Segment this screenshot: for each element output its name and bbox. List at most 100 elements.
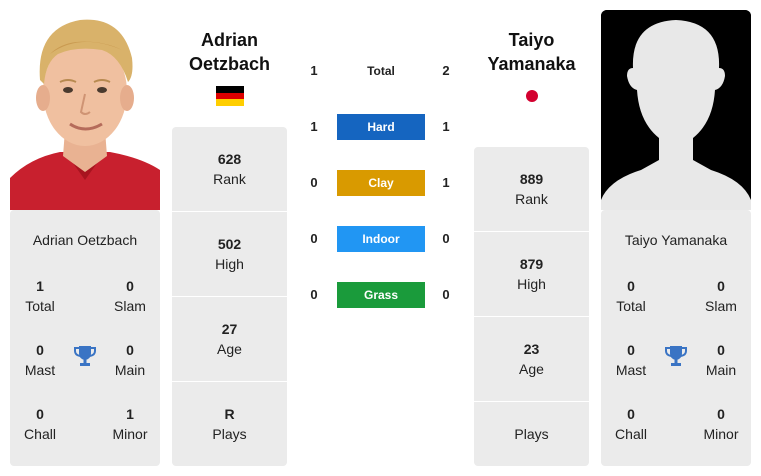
player-silhouette-icon: [601, 10, 751, 210]
h2h-clay-p1: 0: [310, 175, 318, 190]
trophy-icon: [665, 346, 687, 366]
player1-plays: R Plays: [172, 404, 287, 444]
player1-photo[interactable]: [10, 10, 160, 210]
player2-rank-value: 889: [519, 171, 544, 187]
player1-high-label: High: [215, 256, 244, 272]
player2-high-value: 879: [519, 256, 544, 272]
player2-slam-label: Slam: [705, 298, 737, 314]
player2-total-value: 0: [627, 278, 635, 294]
h2h-grass-p2: 0: [442, 287, 450, 302]
divider: [172, 296, 287, 297]
player1-rank-label: Rank: [213, 171, 246, 187]
divider: [474, 316, 589, 317]
player2-high: 879 High: [474, 254, 589, 294]
h2h-clay-row: 0 Clay 1: [300, 170, 460, 196]
h2h-total-row: 1 Total 2: [300, 58, 460, 84]
player2-stats-column: 889 Rank 879 High 23 Age Plays: [474, 147, 589, 466]
player1-titles-slam: 0 Slam: [100, 276, 160, 316]
h2h-grass-p1: 0: [310, 287, 318, 302]
player1-high-value: 502: [217, 236, 242, 252]
h2h-hard-p2: 1: [442, 119, 450, 134]
player1-total-value: 1: [36, 278, 44, 294]
surface-grass-button[interactable]: Grass: [337, 282, 425, 308]
player2-last-name: Yamanaka: [487, 54, 576, 74]
divider: [172, 211, 287, 212]
player2-card-name[interactable]: Taiyo Yamanaka: [624, 232, 728, 248]
player2-slam-value: 0: [717, 278, 725, 294]
player1-main-label: Main: [114, 362, 146, 378]
player1-age-label: Age: [217, 341, 242, 357]
player1-age-value: 27: [221, 321, 238, 337]
player1-plays-label: Plays: [212, 426, 247, 442]
player2-titles-total: 0 Total: [601, 276, 661, 316]
h2h-total-p1: 1: [310, 63, 318, 78]
surface-hard-button[interactable]: Hard: [337, 114, 425, 140]
player1-main-value: 0: [126, 342, 134, 358]
player1-minor-value: 1: [126, 406, 134, 422]
player2-high-label: High: [517, 276, 546, 292]
player1-titles-chall: 0 Chall: [10, 404, 70, 444]
player1-summary-card: Adrian Oetzbach 1 Total 0 Slam 0 Mast 0 …: [10, 210, 160, 466]
player1-titles-minor: 1 Minor: [100, 404, 160, 444]
player2-titles-slam: 0 Slam: [691, 276, 751, 316]
player1-last-name: Oetzbach: [188, 54, 271, 74]
h2h-clay-p2: 1: [442, 175, 450, 190]
player2-total-label: Total: [616, 298, 646, 314]
h2h-indoor-p1: 0: [310, 231, 318, 246]
player2-plays: Plays: [474, 424, 589, 444]
player2-photo[interactable]: [601, 10, 751, 210]
player2-title[interactable]: Taiyo Yamanaka: [474, 28, 589, 76]
player2-titles-minor: 0 Minor: [691, 404, 751, 444]
player2-mast-label: Mast: [615, 362, 647, 378]
player1-stats-column: 628 Rank 502 High 27 Age R Plays: [172, 127, 287, 466]
player2-rank: 889 Rank: [474, 169, 589, 209]
h2h-total-label: Total: [367, 64, 395, 78]
divider: [474, 401, 589, 402]
player1-titles-total: 1 Total: [10, 276, 70, 316]
h2h-hard-p1: 1: [310, 119, 318, 134]
player1-chall-label: Chall: [24, 426, 56, 442]
h2h-total-p2: 2: [442, 63, 450, 78]
player2-chall-value: 0: [627, 406, 635, 422]
player2-titles-mast: 0 Mast: [601, 340, 661, 380]
player1-title[interactable]: Adrian Oetzbach: [172, 28, 287, 76]
germany-flag-icon: [216, 86, 244, 106]
player1-chall-value: 0: [36, 406, 44, 422]
surface-indoor-button[interactable]: Indoor: [337, 226, 425, 252]
player2-minor-label: Minor: [703, 426, 739, 442]
player1-first-name: Adrian: [200, 30, 258, 50]
player2-titles-main: 0 Main: [691, 340, 751, 380]
player2-first-name: Taiyo: [508, 30, 555, 50]
player2-rank-label: Rank: [515, 191, 548, 207]
player1-mast-label: Mast: [24, 362, 56, 378]
player2-age-value: 23: [523, 341, 540, 357]
player2-mast-value: 0: [627, 342, 635, 358]
player2-minor-value: 0: [717, 406, 725, 422]
player1-total-label: Total: [25, 298, 55, 314]
player1-portrait: [10, 10, 160, 210]
h2h-grass-row: 0 Grass 0: [300, 282, 460, 308]
player2-chall-label: Chall: [615, 426, 647, 442]
divider: [474, 231, 589, 232]
player1-age: 27 Age: [172, 319, 287, 359]
h2h-indoor-row: 0 Indoor 0: [300, 226, 460, 252]
trophy-icon: [74, 346, 96, 366]
player1-card-name[interactable]: Adrian Oetzbach: [32, 232, 138, 248]
h2h-hard-row: 1 Hard 1: [300, 114, 460, 140]
player2-age-label: Age: [519, 361, 544, 377]
player1-high: 502 High: [172, 234, 287, 274]
player2-main-label: Main: [705, 362, 737, 378]
player1-rank-value: 628: [217, 151, 242, 167]
h2h-indoor-p2: 0: [442, 231, 450, 246]
player1-titles-main: 0 Main: [100, 340, 160, 380]
japan-flag-icon: [526, 90, 538, 102]
surface-clay-button[interactable]: Clay: [337, 170, 425, 196]
player1-plays-value: R: [224, 406, 235, 422]
player2-main-value: 0: [717, 342, 725, 358]
player2-plays-label: Plays: [514, 426, 549, 442]
divider: [172, 381, 287, 382]
player1-slam-label: Slam: [114, 298, 146, 314]
player2-titles-chall: 0 Chall: [601, 404, 661, 444]
player2-age: 23 Age: [474, 339, 589, 379]
player1-mast-value: 0: [36, 342, 44, 358]
